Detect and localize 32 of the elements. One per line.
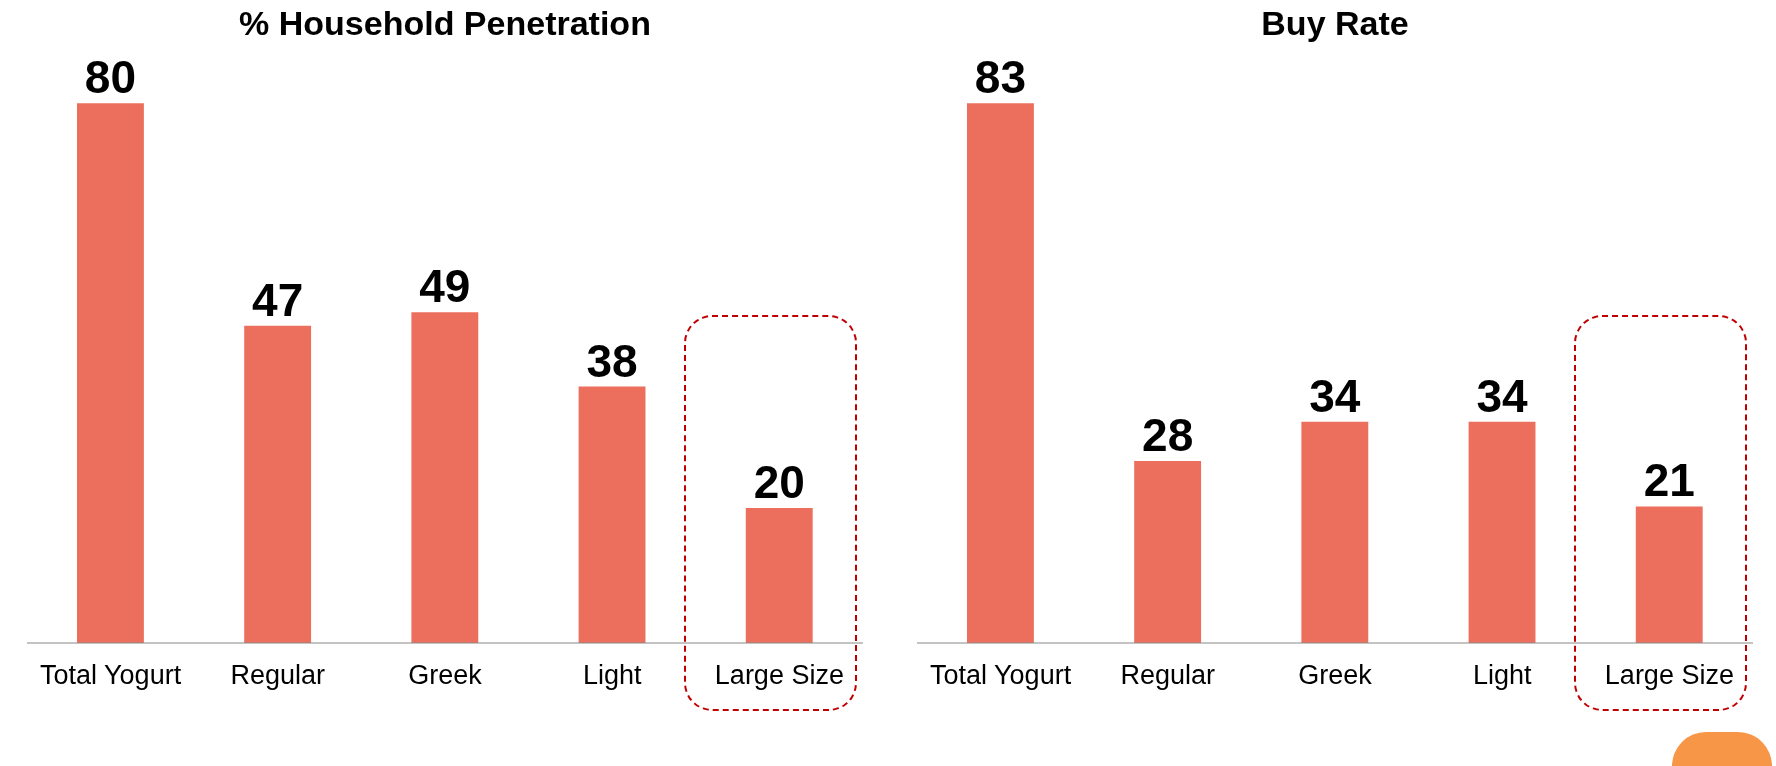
x-tick-label: Greek	[1298, 660, 1373, 691]
bar	[967, 103, 1034, 643]
data-label: 20	[753, 456, 805, 509]
x-tick-label: Regular	[1120, 660, 1216, 691]
data-label: 34	[1476, 369, 1529, 422]
bar	[1468, 421, 1536, 643]
x-tick-label: Greek	[408, 660, 483, 691]
bar	[411, 312, 479, 643]
x-tick-label: Light	[582, 660, 642, 691]
bar	[77, 103, 144, 643]
chart-title: Buy Rate	[1260, 4, 1410, 43]
x-tick-label: Light	[1472, 660, 1532, 691]
bar	[578, 386, 646, 643]
bar	[1301, 421, 1369, 643]
chart-title: % Household Penetration	[238, 4, 652, 43]
data-label: 28	[1142, 408, 1194, 461]
bar	[244, 325, 312, 643]
bar	[745, 508, 813, 643]
x-tick-label: Total Yogurt	[40, 660, 182, 691]
data-label: 80	[84, 51, 137, 104]
x-tick-label: Large Size	[1604, 660, 1734, 691]
bar	[1635, 506, 1703, 643]
data-label: 83	[974, 51, 1027, 104]
data-label: 38	[586, 334, 638, 387]
data-label: 34	[1309, 369, 1361, 422]
bar	[1134, 460, 1202, 643]
data-label: 47	[252, 273, 304, 326]
x-tick-label: Large Size	[714, 660, 844, 691]
data-label: 49	[419, 260, 471, 313]
data-label: 21	[1643, 454, 1695, 507]
x-tick-label: Total Yogurt	[930, 660, 1072, 691]
x-tick-label: Regular	[230, 660, 326, 691]
